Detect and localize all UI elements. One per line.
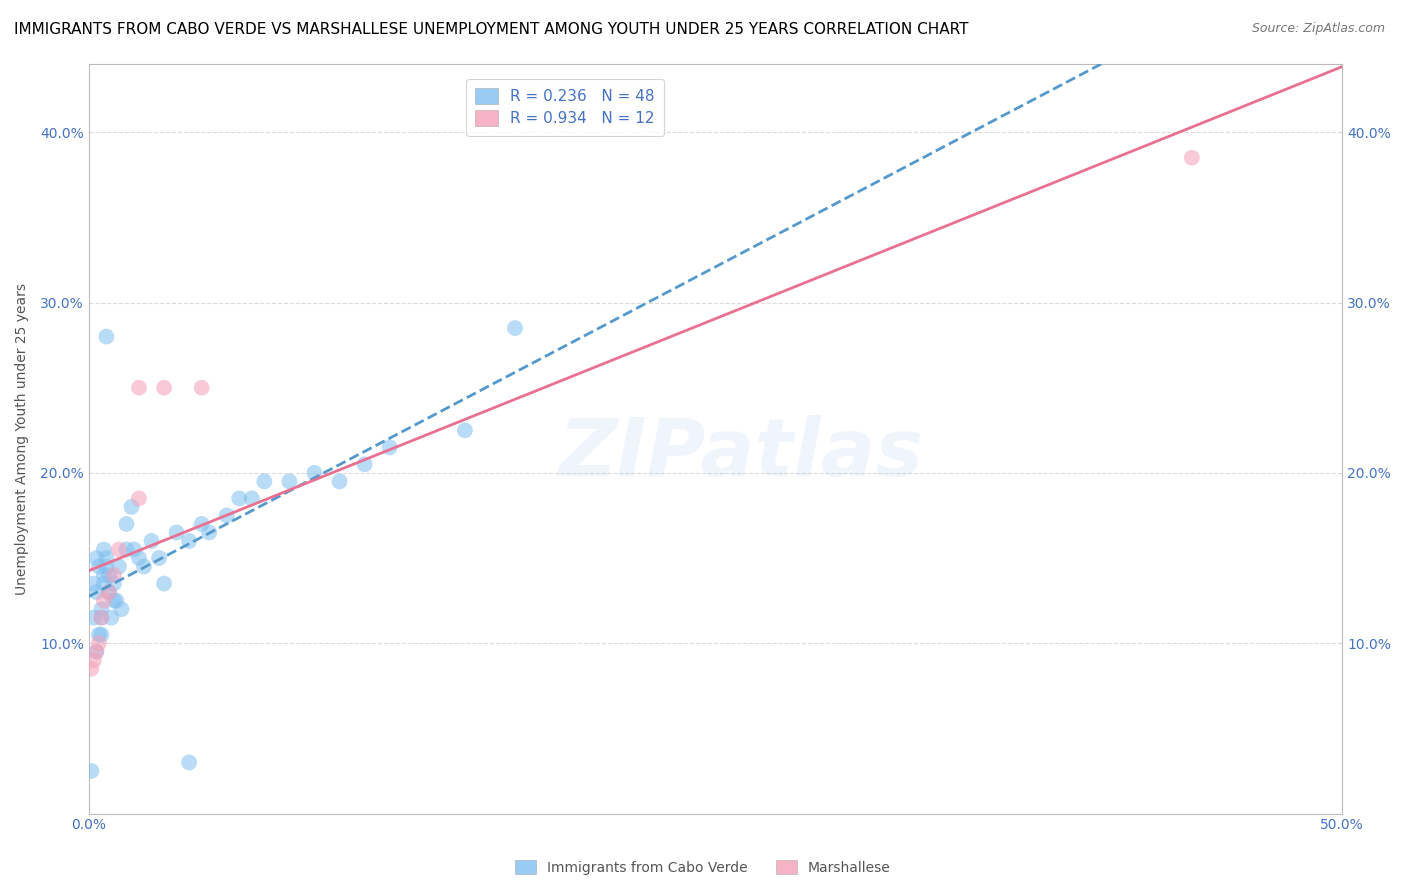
Point bbox=[86, 645, 108, 659]
Point bbox=[93, 542, 115, 557]
Point bbox=[87, 559, 110, 574]
Point bbox=[253, 475, 276, 489]
Point bbox=[132, 559, 155, 574]
Legend: Immigrants from Cabo Verde, Marshallese: Immigrants from Cabo Verde, Marshallese bbox=[510, 855, 896, 880]
Point bbox=[179, 534, 201, 549]
Point bbox=[103, 593, 125, 607]
Point bbox=[278, 475, 301, 489]
Text: IMMIGRANTS FROM CABO VERDE VS MARSHALLESE UNEMPLOYMENT AMONG YOUTH UNDER 25 YEAR: IMMIGRANTS FROM CABO VERDE VS MARSHALLES… bbox=[14, 22, 969, 37]
Point bbox=[80, 662, 103, 676]
Point bbox=[86, 645, 108, 659]
Point bbox=[96, 551, 118, 566]
Point bbox=[121, 500, 143, 514]
Point bbox=[96, 329, 118, 343]
Point bbox=[103, 568, 125, 582]
Point bbox=[115, 542, 138, 557]
Point bbox=[328, 475, 350, 489]
Point bbox=[128, 381, 150, 395]
Point bbox=[190, 381, 212, 395]
Point bbox=[90, 602, 112, 616]
Point bbox=[80, 764, 103, 778]
Point bbox=[108, 542, 131, 557]
Point bbox=[97, 585, 120, 599]
Point bbox=[122, 542, 145, 557]
Point bbox=[179, 756, 201, 770]
Point bbox=[115, 516, 138, 531]
Point bbox=[103, 576, 125, 591]
Point bbox=[128, 491, 150, 506]
Point bbox=[90, 628, 112, 642]
Point bbox=[153, 381, 176, 395]
Point bbox=[83, 653, 105, 667]
Point bbox=[86, 551, 108, 566]
Point bbox=[148, 551, 170, 566]
Point bbox=[110, 602, 132, 616]
Point bbox=[105, 593, 128, 607]
Point bbox=[1181, 151, 1204, 165]
Point bbox=[378, 440, 401, 454]
Point bbox=[128, 551, 150, 566]
Point bbox=[87, 628, 110, 642]
Point bbox=[97, 585, 120, 599]
Point bbox=[87, 636, 110, 650]
Point bbox=[93, 593, 115, 607]
Point bbox=[228, 491, 250, 506]
Point bbox=[93, 576, 115, 591]
Point bbox=[141, 534, 163, 549]
Y-axis label: Unemployment Among Youth under 25 years: Unemployment Among Youth under 25 years bbox=[15, 283, 30, 595]
Point bbox=[240, 491, 263, 506]
Point bbox=[96, 559, 118, 574]
Point bbox=[353, 458, 375, 472]
Text: Source: ZipAtlas.com: Source: ZipAtlas.com bbox=[1251, 22, 1385, 36]
Point bbox=[454, 423, 477, 437]
Point bbox=[83, 576, 105, 591]
Point bbox=[198, 525, 221, 540]
Point bbox=[90, 610, 112, 624]
Point bbox=[215, 508, 238, 523]
Point bbox=[166, 525, 188, 540]
Point bbox=[503, 321, 526, 335]
Point bbox=[93, 568, 115, 582]
Point bbox=[108, 559, 131, 574]
Point bbox=[100, 610, 122, 624]
Text: ZIPatlas: ZIPatlas bbox=[558, 415, 924, 492]
Point bbox=[86, 585, 108, 599]
Point bbox=[304, 466, 326, 480]
Legend: R = 0.236   N = 48, R = 0.934   N = 12: R = 0.236 N = 48, R = 0.934 N = 12 bbox=[467, 79, 664, 136]
Point bbox=[190, 516, 212, 531]
Point bbox=[83, 610, 105, 624]
Point bbox=[153, 576, 176, 591]
Point bbox=[97, 568, 120, 582]
Point bbox=[90, 610, 112, 624]
